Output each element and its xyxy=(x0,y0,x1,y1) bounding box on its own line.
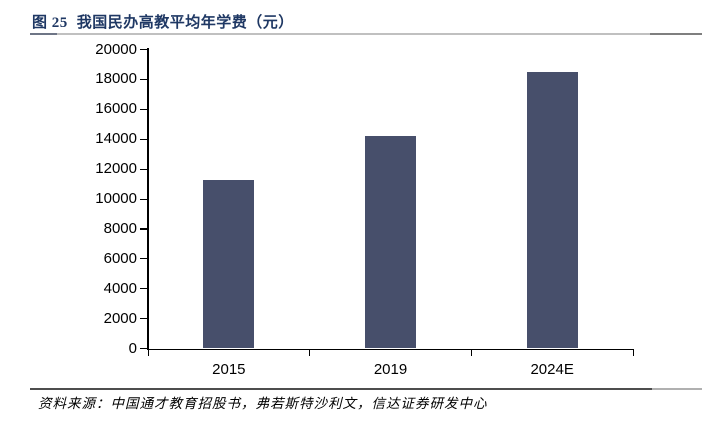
y-axis-label: 10000 xyxy=(95,190,137,207)
y-tick xyxy=(140,198,148,200)
y-axis-label: 6000 xyxy=(103,249,137,267)
y-axis-label: 2000 xyxy=(103,309,137,327)
x-axis-label: 2015 xyxy=(212,360,246,378)
figure-title: 图 25 我国民办高教平均年学费（元） xyxy=(32,11,294,32)
title-divider-left-segment xyxy=(30,33,57,35)
y-axis-label: 18000 xyxy=(95,70,137,88)
y-tick xyxy=(140,288,148,290)
bar xyxy=(526,71,578,349)
bar xyxy=(203,179,255,349)
y-axis-label: 14000 xyxy=(95,130,137,148)
x-axis-line xyxy=(147,348,633,350)
y-tick xyxy=(140,228,148,230)
y-axis-label: 16000 xyxy=(95,100,137,118)
y-axis-label: 12000 xyxy=(95,160,137,178)
y-tick xyxy=(140,318,148,320)
bar xyxy=(365,136,416,349)
y-tick xyxy=(140,348,148,350)
x-tick xyxy=(632,348,634,356)
title-divider-right-segment xyxy=(650,33,702,35)
source-divider xyxy=(30,388,702,390)
bar-chart: 0 2000 4000 6000 8000 10000 12000 14000 16000 180… xyxy=(0,40,712,385)
y-axis-label: 8000 xyxy=(103,219,137,237)
y-axis-label: 20000 xyxy=(95,40,137,58)
y-tick xyxy=(140,49,148,51)
y-tick xyxy=(140,78,148,81)
y-axis-label: 4000 xyxy=(103,279,137,297)
source-note: 资料来源：中国通才教育招股书，弗若斯特沙利文，信达证券研发中心 xyxy=(38,396,488,411)
y-axis-label: 0 xyxy=(128,339,137,357)
y-tick xyxy=(140,108,148,110)
figure-number: 图 25 xyxy=(32,15,68,31)
x-axis-label: 2019 xyxy=(373,360,408,378)
y-tick xyxy=(140,168,148,170)
title-divider xyxy=(30,33,702,35)
source-divider-right-segment xyxy=(652,388,702,390)
y-tick xyxy=(140,138,148,140)
x-tick xyxy=(470,348,473,356)
y-tick xyxy=(140,258,148,260)
figure-title-text: 我国民办高教平均年学费（元） xyxy=(76,15,294,31)
x-tick xyxy=(147,348,149,356)
x-tick xyxy=(309,348,311,356)
x-axis-label: 2024E xyxy=(530,360,574,378)
